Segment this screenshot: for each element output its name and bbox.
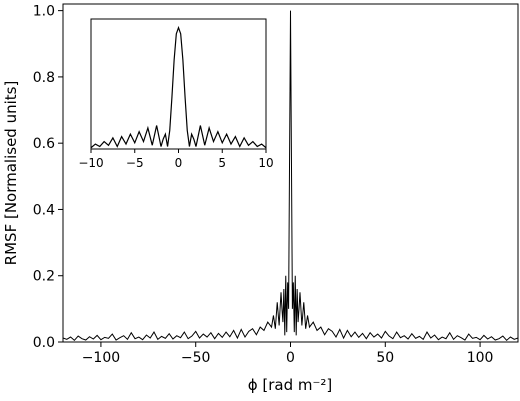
main-y-tick-label: 0.8 [33,70,55,86]
main-rmsf-line [62,10,519,342]
inset-x-tick-label: −10 [78,156,103,170]
main-y-tick-label: 0.2 [33,269,55,285]
main-y-tick-label: 0.4 [33,202,55,218]
inset-x-tick-label: 0 [175,156,183,170]
main-y-tick-label: 0.0 [33,335,55,351]
inset-plot-frame [90,18,267,150]
main-x-tick-label: −100 [82,350,120,366]
main-x-tick-label: 50 [376,350,394,366]
main-y-tick-label: 0.6 [33,136,55,152]
main-x-tick-label: 100 [467,350,494,366]
main-x-ticks: −100 −50 0 50 100 [82,342,494,366]
inset-x-ticks: −10 −5 0 5 10 [78,149,274,170]
inset-x-tick-label: 10 [258,156,273,170]
inset-x-tick-label: −5 [126,156,144,170]
x-axis-label: ϕ [rad m⁻²] [248,376,333,394]
main-x-tick-label: −50 [181,350,211,366]
inset-x-tick-label: 5 [218,156,226,170]
y-axis-label: RMSF [Normalised units] [2,81,20,266]
main-x-tick-label: 0 [286,350,295,366]
main-y-tick-label: 1.0 [33,4,55,20]
main-y-ticks: 0.0 0.2 0.4 0.6 0.8 1.0 [33,4,63,351]
inset-rmsf-line [90,25,267,149]
